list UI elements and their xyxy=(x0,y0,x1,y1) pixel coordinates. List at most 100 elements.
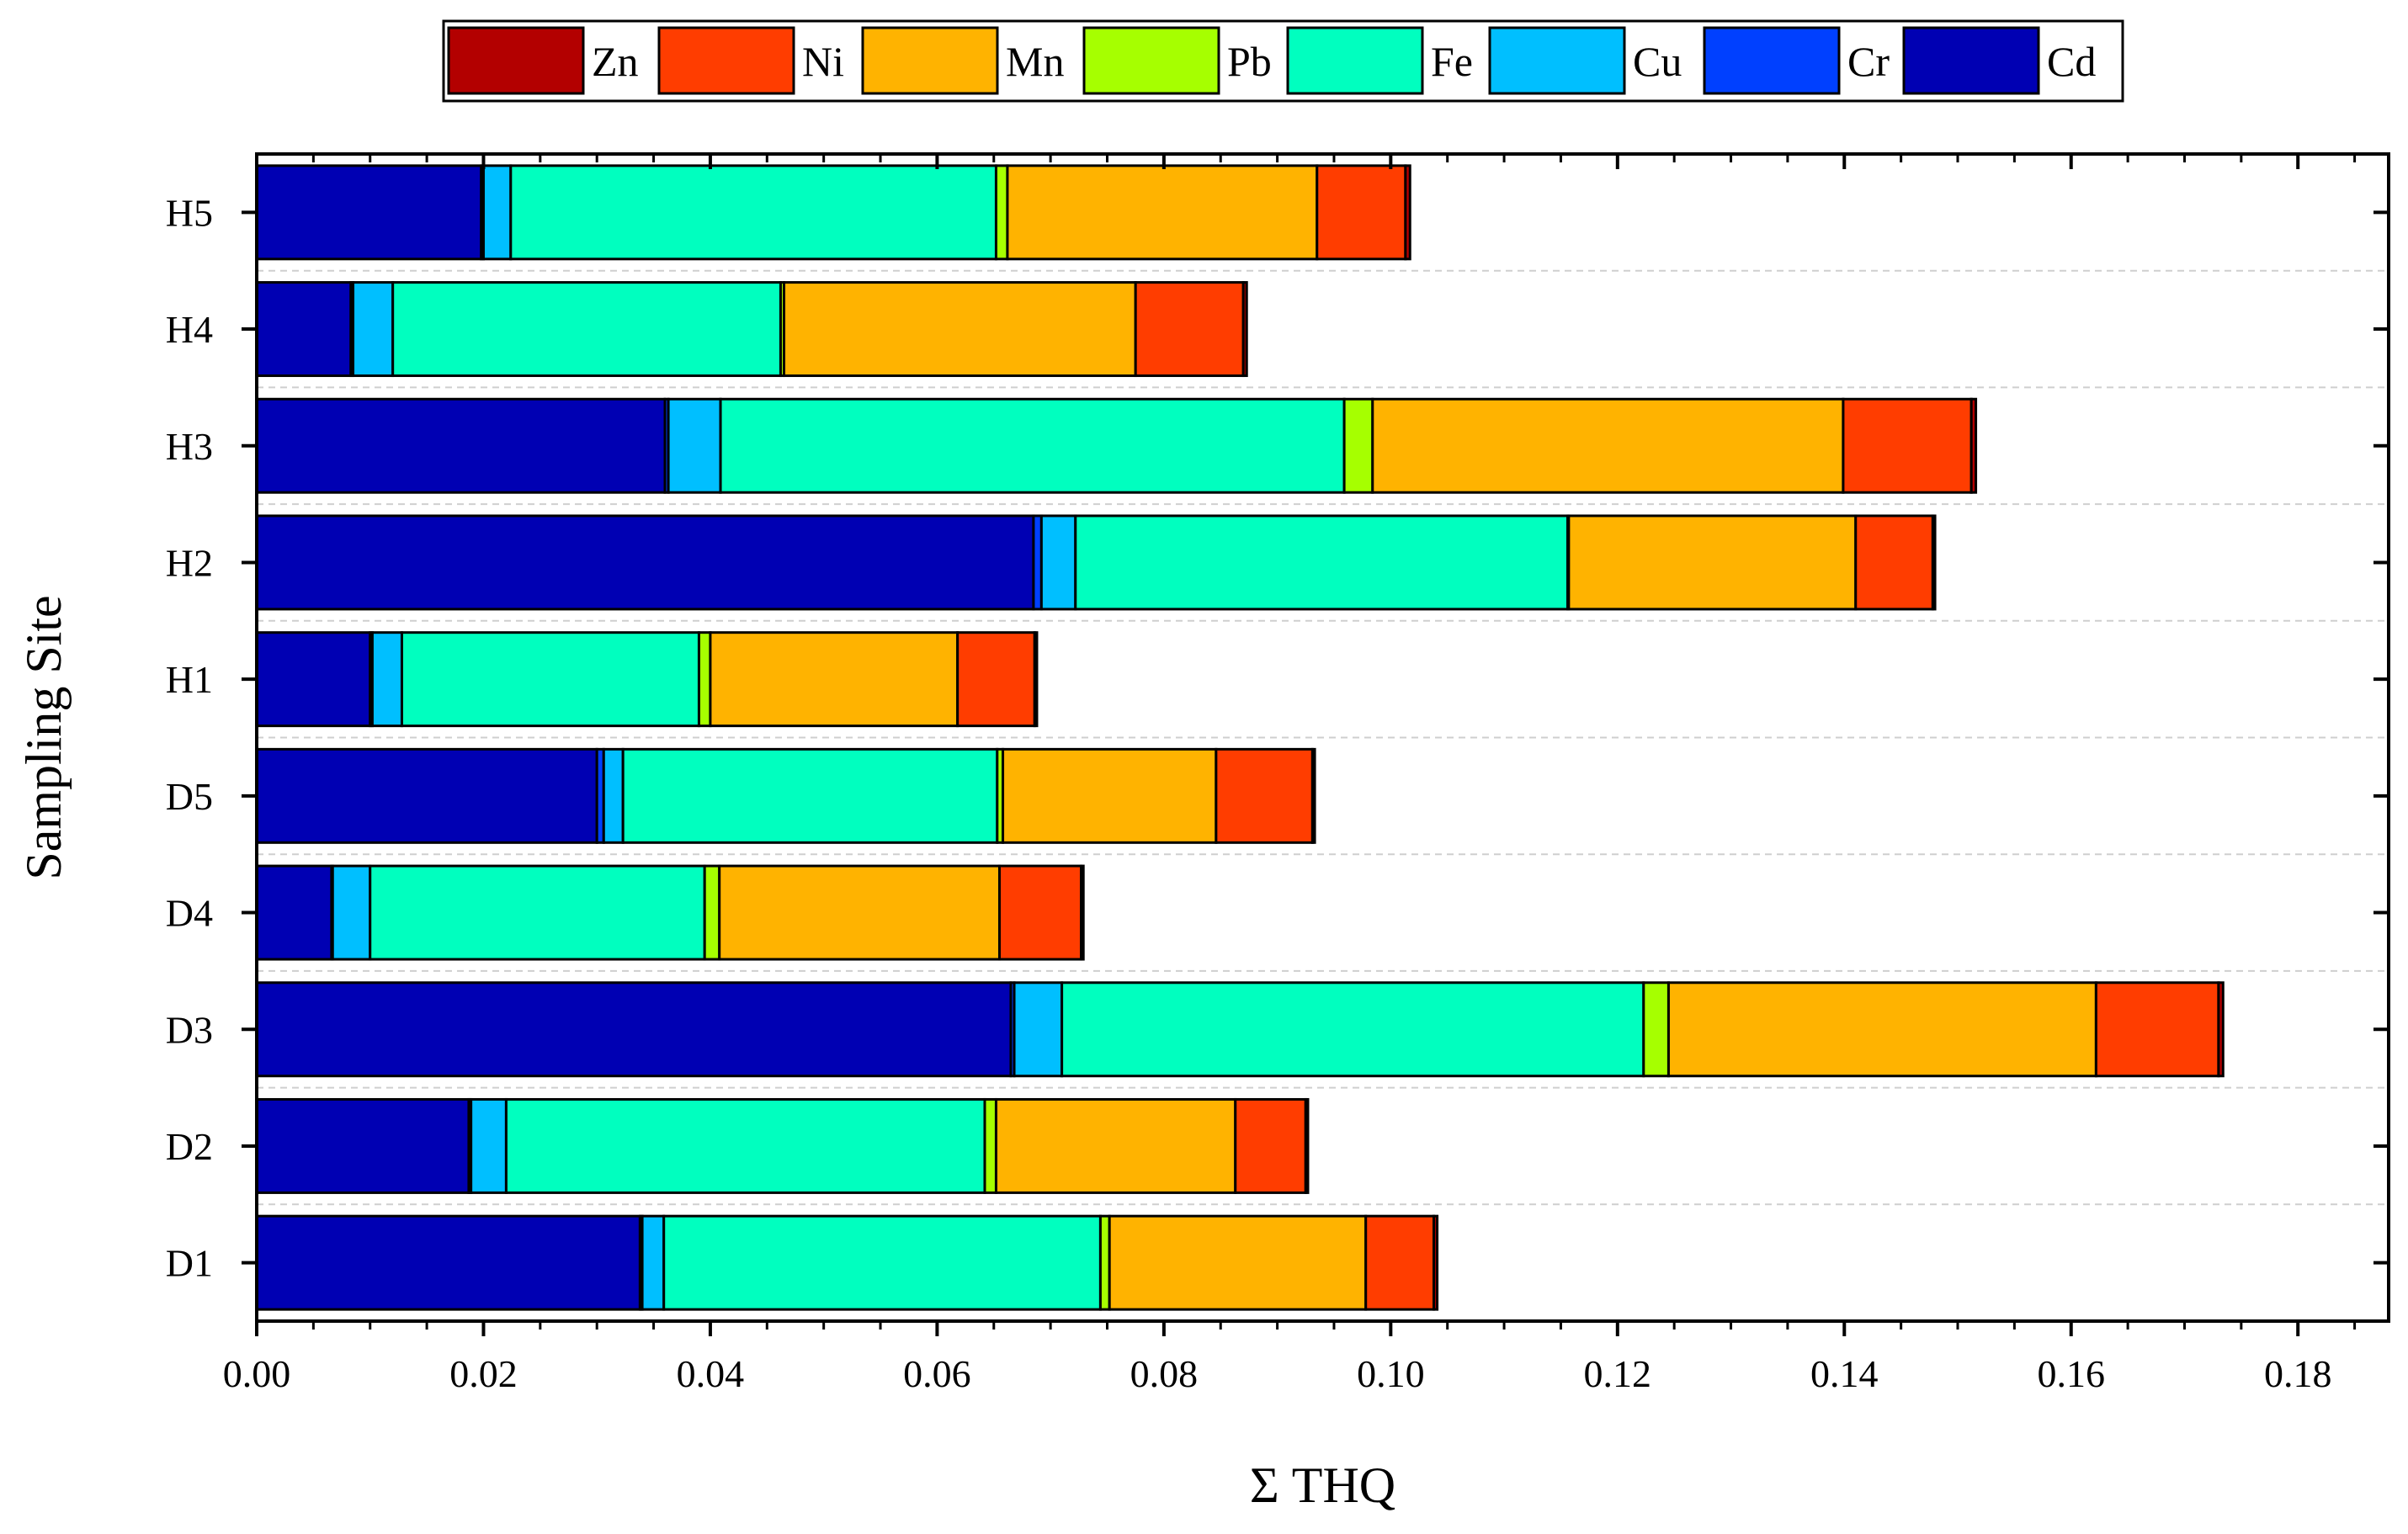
bar-d4-ni xyxy=(998,864,1083,961)
bar-h1-cu xyxy=(370,631,403,728)
bar-h5-cd xyxy=(255,164,483,261)
bar-d2-cu xyxy=(470,1097,508,1194)
legend: Zn Ni Mn Pb Fe Cu Cr Cd xyxy=(442,19,2124,103)
bar-h5-pb xyxy=(994,164,1009,261)
bar-group-h1 xyxy=(255,631,1039,728)
bar-h4-zn xyxy=(1241,281,1248,378)
bar-h5-zn xyxy=(1404,164,1411,261)
bar-d3-cd xyxy=(255,981,1013,1078)
y-tick-label: H4 xyxy=(166,308,213,351)
bar-group-d5 xyxy=(255,747,1316,844)
plot-frame xyxy=(255,152,2390,1323)
bar-h2-cu xyxy=(1039,514,1077,611)
x-tick-label: 0.04 xyxy=(677,1352,745,1395)
bar-d4-cu xyxy=(331,864,372,961)
bar-h3-fe xyxy=(719,397,1346,494)
legend-swatch-ni xyxy=(657,26,795,95)
bar-d2-pb xyxy=(983,1097,997,1194)
x-tick-label: 0.16 xyxy=(2037,1352,2105,1395)
y-axis: H5 H4 H3 H2 H1 D5 D4 D3 D2 D1 xyxy=(166,191,2389,1285)
y-tick-label: D3 xyxy=(166,1008,213,1051)
y-tick-label: D2 xyxy=(166,1125,213,1168)
y-tick-label: H3 xyxy=(166,425,213,468)
bar-d1-cu xyxy=(641,1214,666,1311)
legend-label-zn: Zn xyxy=(592,38,639,85)
bar-d5-ni xyxy=(1215,747,1314,844)
bar-group-d2 xyxy=(255,1097,1310,1194)
bar-h3-pb xyxy=(1342,397,1374,494)
bar-d3-pb xyxy=(1642,981,1670,1078)
legend-swatch-cu xyxy=(1488,26,1626,95)
bars xyxy=(255,164,2225,1311)
x-tick-label: 0.02 xyxy=(449,1352,518,1395)
bar-d2-mn xyxy=(994,1097,1237,1194)
x-tick-label: 0.08 xyxy=(1130,1352,1199,1395)
bar-h4-cd xyxy=(255,281,353,378)
bar-d4-pb xyxy=(703,864,721,961)
bar-d2-zn xyxy=(1304,1097,1310,1194)
bar-d2-fe xyxy=(504,1097,986,1194)
x-tick-label: 0.12 xyxy=(1584,1352,1652,1395)
bar-d1-mn xyxy=(1108,1214,1368,1311)
legend-label-mn: Mn xyxy=(1006,38,1064,85)
bar-d1-zn xyxy=(1433,1214,1439,1311)
bar-h2-fe xyxy=(1074,514,1570,611)
x-tick-label: 0.14 xyxy=(1810,1352,1879,1395)
bar-d3-ni xyxy=(2094,981,2220,1078)
bar-d3-cu xyxy=(1013,981,1064,1078)
bar-group-d3 xyxy=(255,981,2225,1078)
legend-swatch-cr xyxy=(1703,26,1841,95)
bar-d4-cd xyxy=(255,864,333,961)
bar-group-h2 xyxy=(255,514,1937,611)
bar-d1-cd xyxy=(255,1214,641,1311)
x-tick-label: 0.06 xyxy=(903,1352,971,1395)
bar-h1-zn xyxy=(1033,631,1039,728)
bar-h1-fe xyxy=(400,631,700,728)
y-tick-label: D1 xyxy=(166,1242,213,1285)
bar-d5-mn xyxy=(1002,747,1218,844)
bar-group-h5 xyxy=(255,164,1411,261)
y-tick-label: D5 xyxy=(166,775,213,818)
bar-h5-mn xyxy=(1006,164,1319,261)
bar-d4-zn xyxy=(1080,864,1085,961)
bar-h1-mn xyxy=(709,631,959,728)
bar-d3-fe xyxy=(1060,981,1645,1078)
gridlines xyxy=(257,269,2389,1206)
y-tick-label: H1 xyxy=(166,658,213,701)
x-tick-label: 0.10 xyxy=(1357,1352,1425,1395)
legend-label-cu: Cu xyxy=(1633,38,1682,85)
bar-group-h4 xyxy=(255,281,1248,378)
bar-d1-pb xyxy=(1098,1214,1111,1311)
bar-h1-pb xyxy=(697,631,712,728)
x-tick-label: 0.00 xyxy=(223,1352,291,1395)
bar-h1-ni xyxy=(956,631,1036,728)
legend-label-fe: Fe xyxy=(1431,38,1473,85)
legend-swatch-pb xyxy=(1082,26,1220,95)
bar-h2-mn xyxy=(1567,514,1858,611)
bar-group-h3 xyxy=(255,397,1978,494)
x-axis-title: Σ THQ xyxy=(1250,1457,1395,1513)
bar-d1-fe xyxy=(662,1214,1102,1311)
bar-d3-mn xyxy=(1666,981,2097,1078)
bar-d2-cd xyxy=(255,1097,470,1194)
bar-h5-ni xyxy=(1316,164,1407,261)
bar-h2-ni xyxy=(1854,514,1934,611)
bar-d3-zn xyxy=(2217,981,2225,1078)
y-tick-label: H5 xyxy=(166,191,213,234)
y-tick-label: H2 xyxy=(166,541,213,584)
bar-d5-fe xyxy=(621,747,999,844)
bar-h5-fe xyxy=(509,164,997,261)
bar-h4-mn xyxy=(783,281,1137,378)
bar-d5-zn xyxy=(1310,747,1316,844)
bar-d4-fe xyxy=(369,864,706,961)
bar-d4-mn xyxy=(718,864,1002,961)
legend-swatch-mn xyxy=(861,26,999,95)
legend-label-ni: Ni xyxy=(802,38,844,85)
legend-label-cr: Cr xyxy=(1847,38,1890,85)
bar-d1-ni xyxy=(1364,1214,1436,1311)
bar-h4-fe xyxy=(391,281,782,378)
bar-d2-ni xyxy=(1234,1097,1307,1194)
bar-h4-cu xyxy=(352,281,395,378)
bar-h2-zn xyxy=(1931,514,1937,611)
